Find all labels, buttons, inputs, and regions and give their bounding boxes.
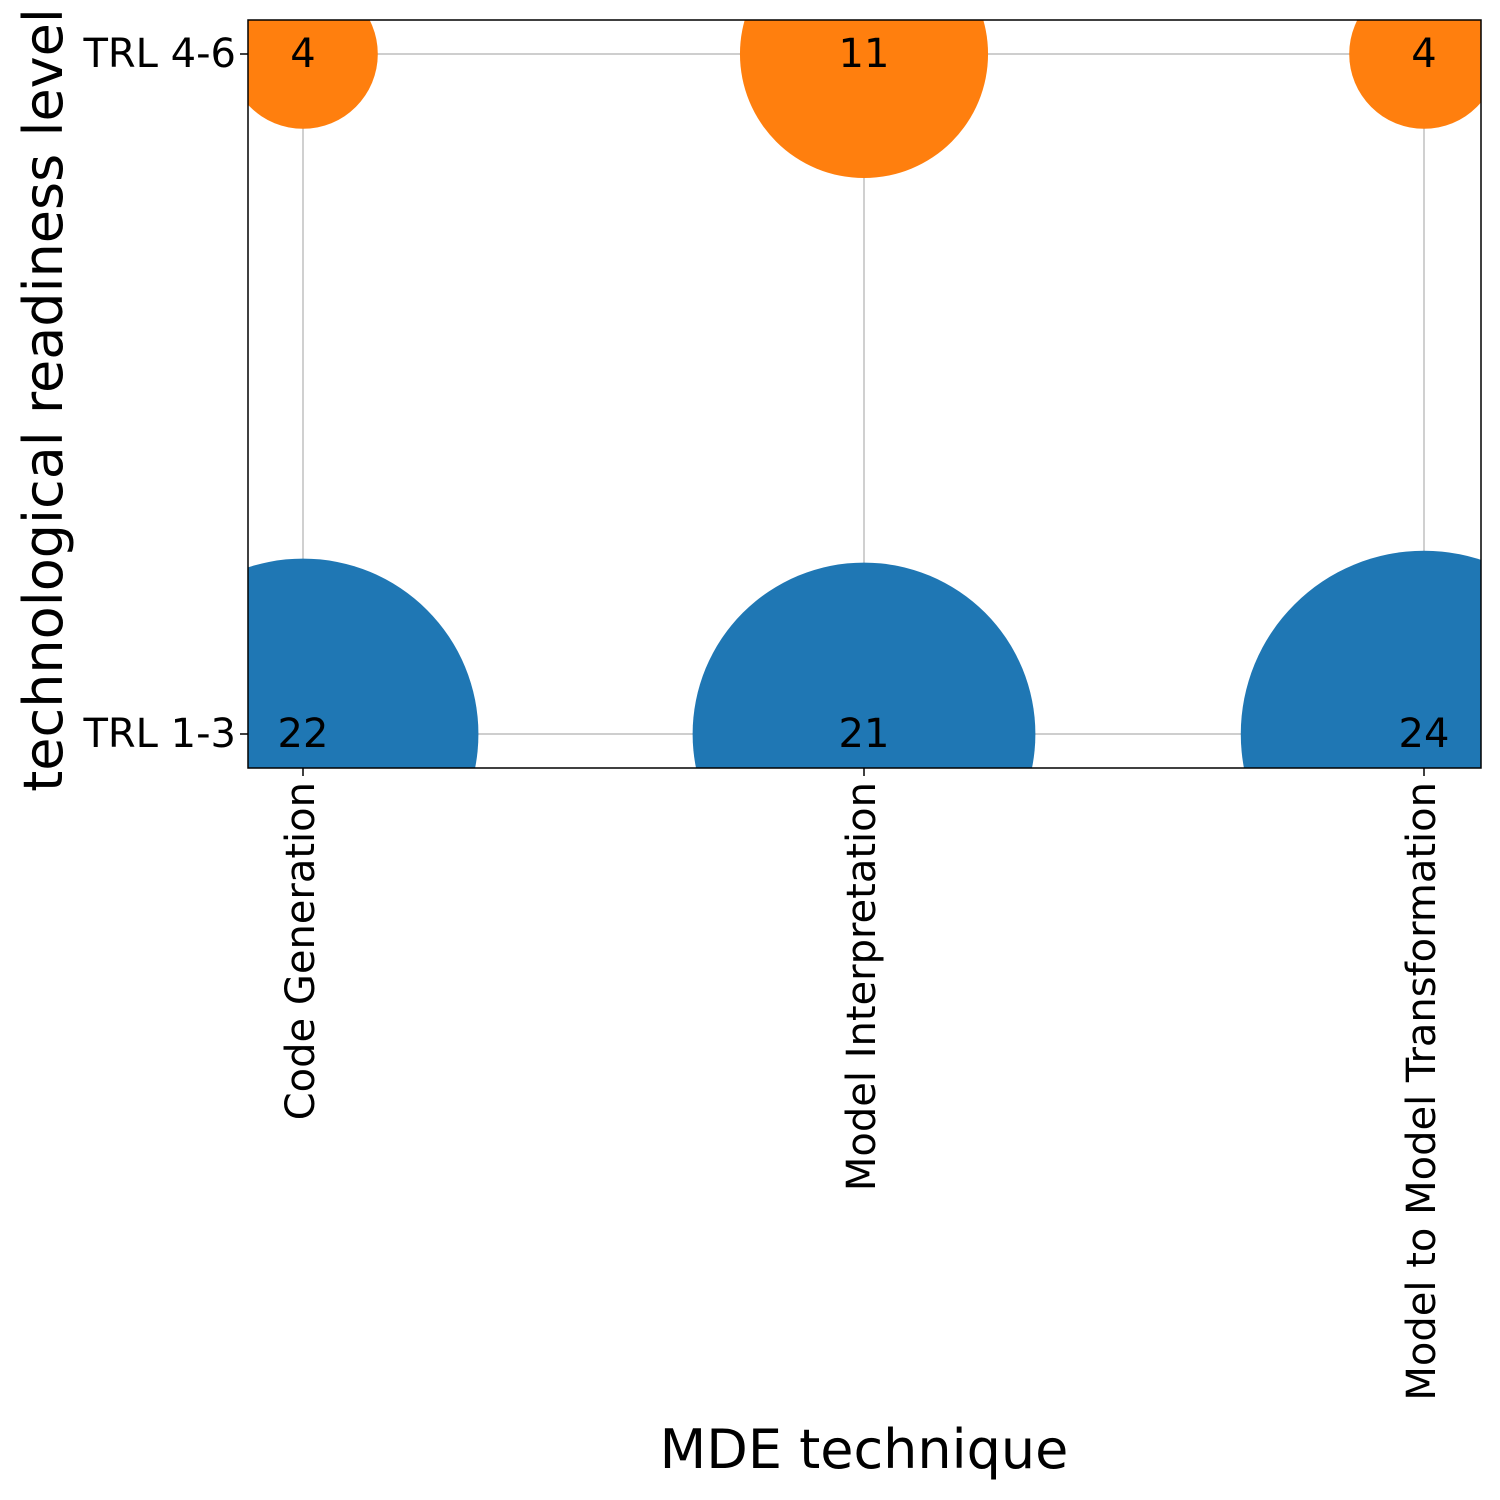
x-tick-label-model-to-model-transformation: Model to Model Transformation <box>1399 782 1445 1401</box>
y-tick-label-trl-4-6: TRL 4-6 <box>82 31 236 77</box>
x-tick-label-code-generation: Code Generation <box>278 782 324 1120</box>
bubble-labels: 22 21 24 4 11 4 <box>278 31 1450 757</box>
bubble-value-label: 4 <box>1411 31 1436 77</box>
bubble-trl-4-6-code-generation <box>248 20 378 129</box>
x-axis-title: MDE technique <box>660 1418 1069 1481</box>
bubble-value-label: 21 <box>839 711 890 757</box>
bubble-value-label: 24 <box>1399 711 1450 757</box>
bubble-value-label: 4 <box>290 31 315 77</box>
x-tick-label-model-interpretation: Model Interpretation <box>839 782 885 1191</box>
bubble-value-label: 22 <box>278 711 329 757</box>
bubble-trl-1-3-model-interpretation <box>692 562 1036 768</box>
bubbles <box>248 20 1481 768</box>
bubble-trl-4-6-model-interpretation <box>739 20 989 179</box>
bubble-trl-1-3-model-to-model-transformation <box>1240 550 1481 768</box>
bubble-value-label: 11 <box>839 31 890 77</box>
y-axis-title: technological readiness level <box>12 8 75 792</box>
bubble-trl-1-3-code-generation <box>248 558 479 768</box>
ticks: Code Generation Model Interpretation Model… <box>82 31 1445 1401</box>
y-tick-label-trl-1-3: TRL 1-3 <box>82 711 236 757</box>
bubble-trl-4-6-model-to-model-transformation <box>1349 20 1481 129</box>
